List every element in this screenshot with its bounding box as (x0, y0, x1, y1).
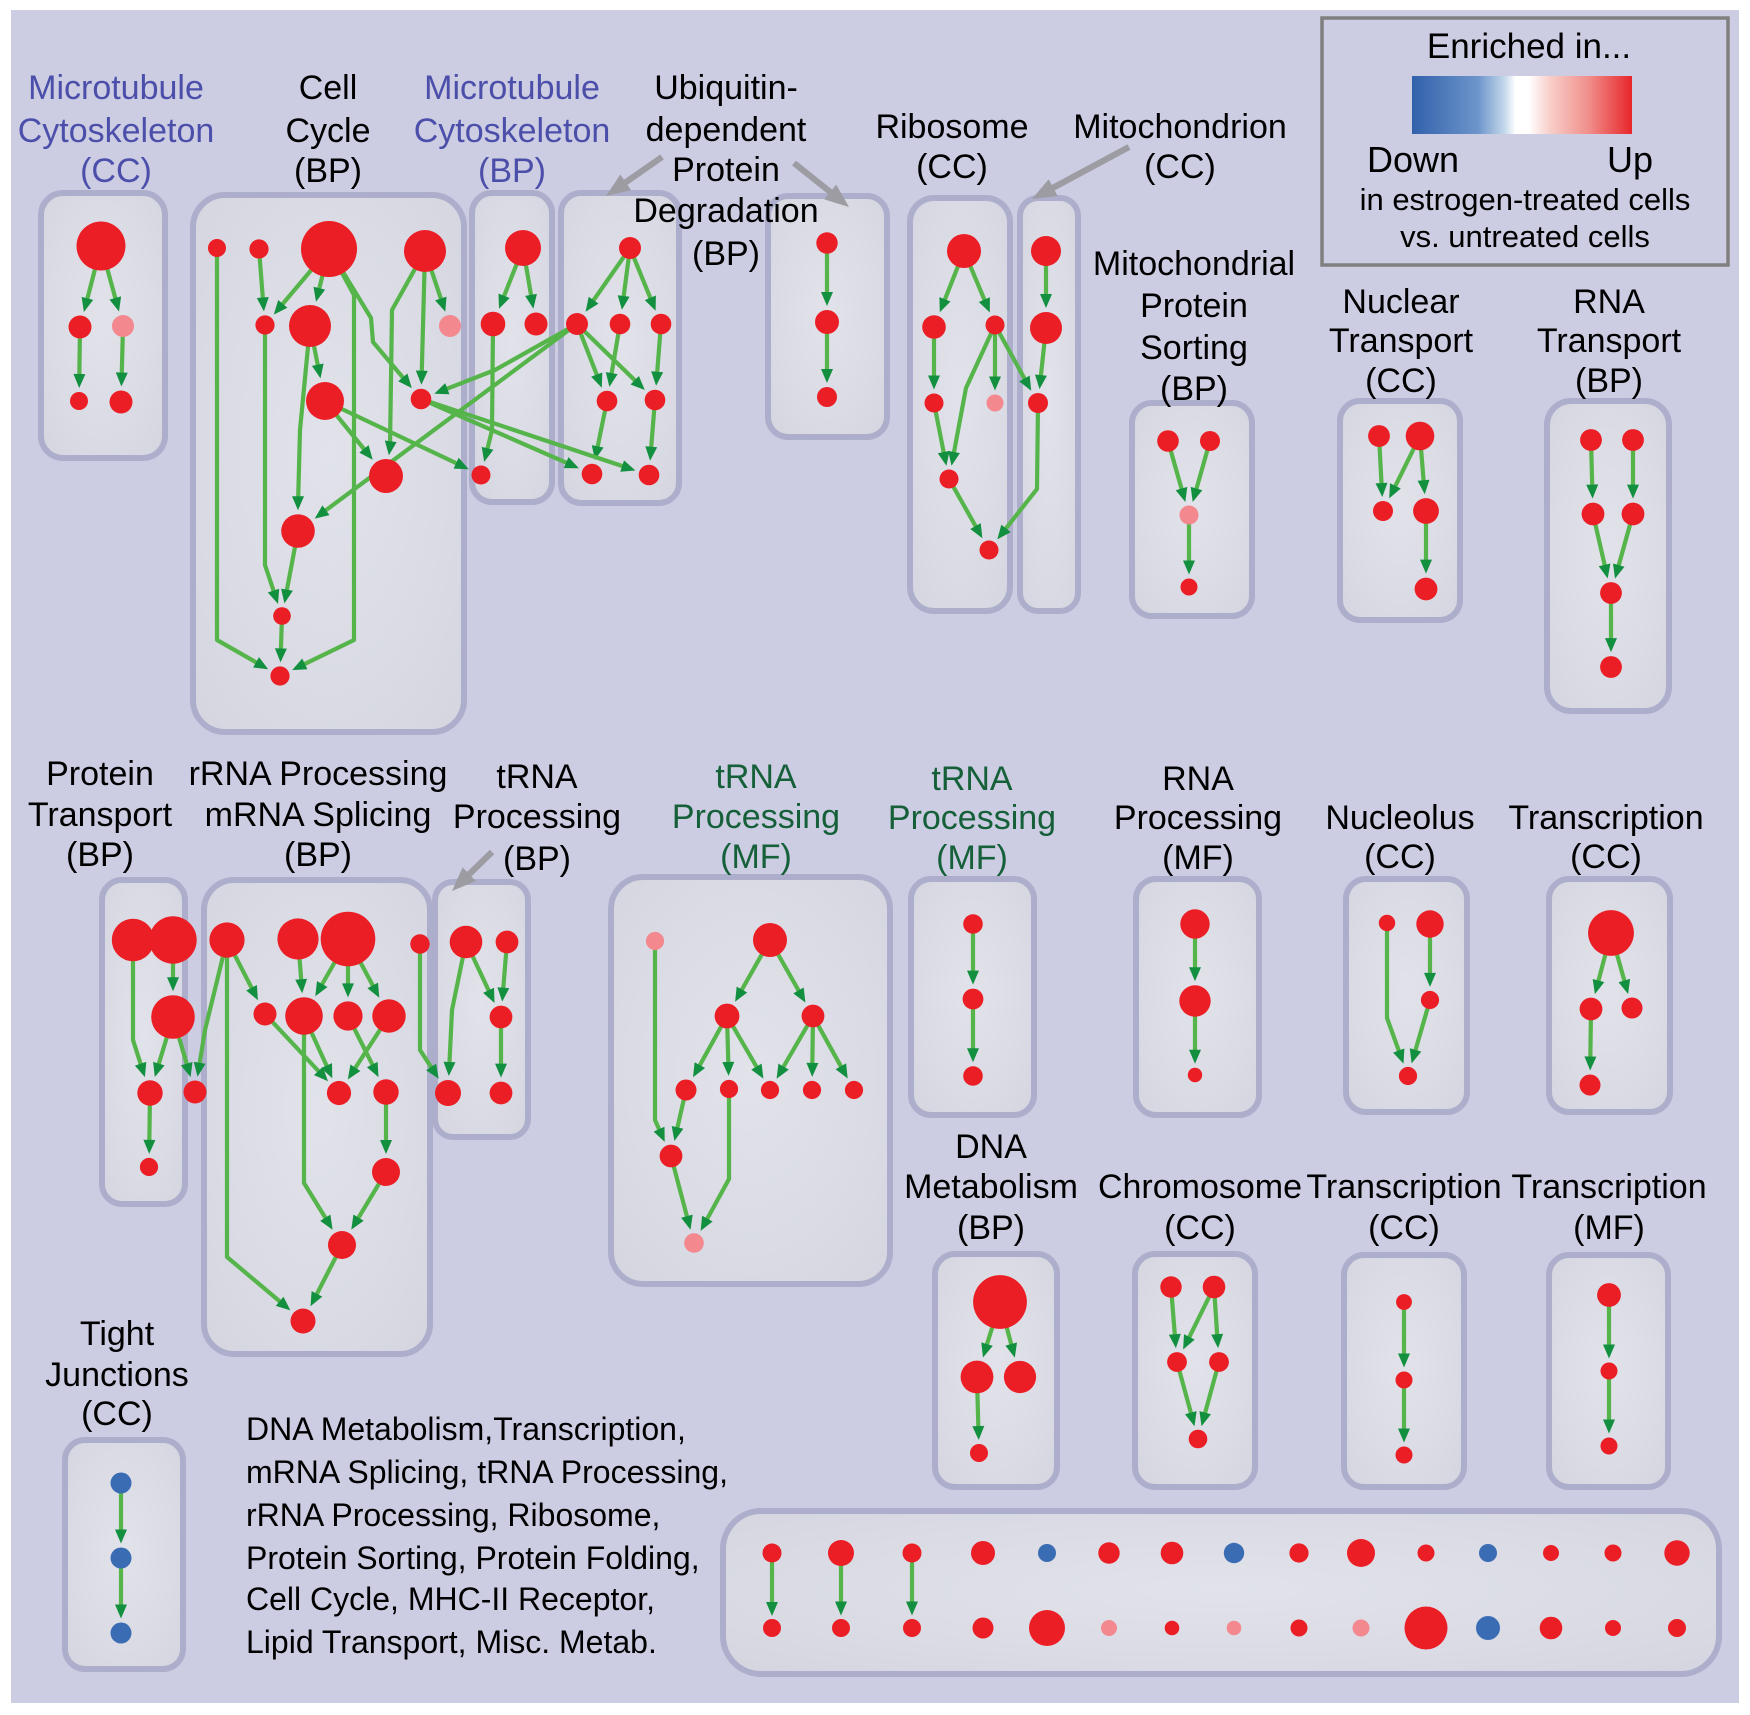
svg-text:(CC): (CC) (1365, 362, 1437, 400)
svg-text:Chromosome: Chromosome (1098, 1168, 1302, 1206)
svg-text:DNA: DNA (955, 1128, 1027, 1166)
svg-text:(CC): (CC) (1144, 148, 1216, 186)
svg-text:tRNA: tRNA (931, 760, 1013, 798)
svg-text:Microtubule: Microtubule (424, 69, 600, 107)
svg-text:(MF): (MF) (1573, 1209, 1645, 1247)
svg-text:Processing: Processing (888, 799, 1056, 837)
svg-text:Cytoskeleton: Cytoskeleton (18, 112, 215, 150)
svg-text:(MF): (MF) (936, 839, 1008, 877)
svg-text:(BP): (BP) (957, 1209, 1025, 1247)
svg-text:(BP): (BP) (478, 152, 546, 190)
svg-text:(CC): (CC) (81, 1395, 153, 1433)
svg-text:Cell: Cell (299, 69, 358, 107)
svg-text:Nuclear: Nuclear (1342, 283, 1459, 321)
svg-text:Tight: Tight (80, 1315, 155, 1353)
svg-text:Cycle: Cycle (285, 112, 370, 150)
svg-text:Ribosome: Ribosome (875, 108, 1028, 146)
svg-text:Nucleolus: Nucleolus (1325, 799, 1474, 837)
svg-text:Transport: Transport (1329, 322, 1474, 360)
svg-text:(CC): (CC) (1364, 838, 1436, 876)
svg-text:Processing: Processing (672, 798, 840, 836)
svg-text:Mitochondrion: Mitochondrion (1073, 108, 1287, 146)
svg-text:Cell Cycle, MHC-II Receptor,: Cell Cycle, MHC-II Receptor, (246, 1581, 655, 1617)
svg-text:DNA Metabolism,Transcription,: DNA Metabolism,Transcription, (246, 1411, 686, 1447)
svg-text:(BP): (BP) (503, 840, 571, 878)
svg-text:(CC): (CC) (1368, 1209, 1440, 1247)
svg-text:Sorting: Sorting (1140, 329, 1248, 367)
svg-text:(BP): (BP) (1575, 362, 1643, 400)
svg-text:Enriched in...: Enriched in... (1427, 27, 1631, 66)
svg-text:Junctions: Junctions (45, 1356, 189, 1394)
svg-text:Transcription: Transcription (1306, 1168, 1501, 1206)
svg-text:Degradation: Degradation (633, 192, 818, 230)
svg-text:rRNA Processing: rRNA Processing (189, 755, 448, 793)
svg-text:Processing: Processing (453, 798, 621, 836)
svg-text:(MF): (MF) (1162, 839, 1234, 877)
svg-text:mRNA Splicing, tRNA Processing: mRNA Splicing, tRNA Processing, (246, 1454, 728, 1490)
svg-text:(CC): (CC) (1164, 1209, 1236, 1247)
svg-text:Protein: Protein (1140, 287, 1248, 325)
svg-text:Ubiquitin-: Ubiquitin- (654, 69, 798, 107)
svg-text:Processing: Processing (1114, 799, 1282, 837)
svg-text:Transport: Transport (1537, 322, 1682, 360)
svg-text:RNA: RNA (1162, 760, 1234, 798)
svg-text:Down: Down (1367, 139, 1459, 180)
svg-text:RNA: RNA (1573, 283, 1645, 321)
svg-text:(BP): (BP) (284, 836, 352, 874)
svg-text:(BP): (BP) (66, 836, 134, 874)
svg-text:Up: Up (1607, 139, 1653, 180)
svg-text:mRNA Splicing: mRNA Splicing (205, 796, 432, 834)
svg-text:Protein Sorting, Protein Foldi: Protein Sorting, Protein Folding, (246, 1540, 700, 1576)
svg-text:Microtubule: Microtubule (28, 69, 204, 107)
svg-text:(CC): (CC) (916, 148, 988, 186)
svg-text:(MF): (MF) (720, 838, 792, 876)
svg-text:dependent: dependent (646, 111, 807, 149)
svg-text:tRNA: tRNA (715, 758, 797, 796)
svg-text:Metabolism: Metabolism (904, 1168, 1078, 1206)
svg-text:Lipid Transport, Misc. Metab.: Lipid Transport, Misc. Metab. (246, 1624, 657, 1660)
svg-text:Cytoskeleton: Cytoskeleton (414, 112, 611, 150)
svg-text:rRNA Processing, Ribosome,: rRNA Processing, Ribosome, (246, 1497, 660, 1533)
svg-text:tRNA: tRNA (496, 758, 578, 796)
svg-text:Mitochondrial: Mitochondrial (1093, 245, 1295, 283)
svg-text:Protein: Protein (46, 755, 154, 793)
svg-text:in estrogen-treated cells: in estrogen-treated cells (1360, 182, 1691, 217)
svg-text:(CC): (CC) (80, 152, 152, 190)
svg-text:(BP): (BP) (294, 152, 362, 190)
svg-text:Transcription: Transcription (1511, 1168, 1706, 1206)
svg-text:vs. untreated cells: vs. untreated cells (1400, 219, 1650, 254)
svg-text:Protein: Protein (672, 151, 780, 189)
svg-text:(CC): (CC) (1570, 838, 1642, 876)
svg-text:(BP): (BP) (692, 235, 760, 273)
svg-text:Transport: Transport (28, 796, 173, 834)
svg-text:(BP): (BP) (1160, 370, 1228, 408)
svg-text:Transcription: Transcription (1508, 799, 1703, 837)
